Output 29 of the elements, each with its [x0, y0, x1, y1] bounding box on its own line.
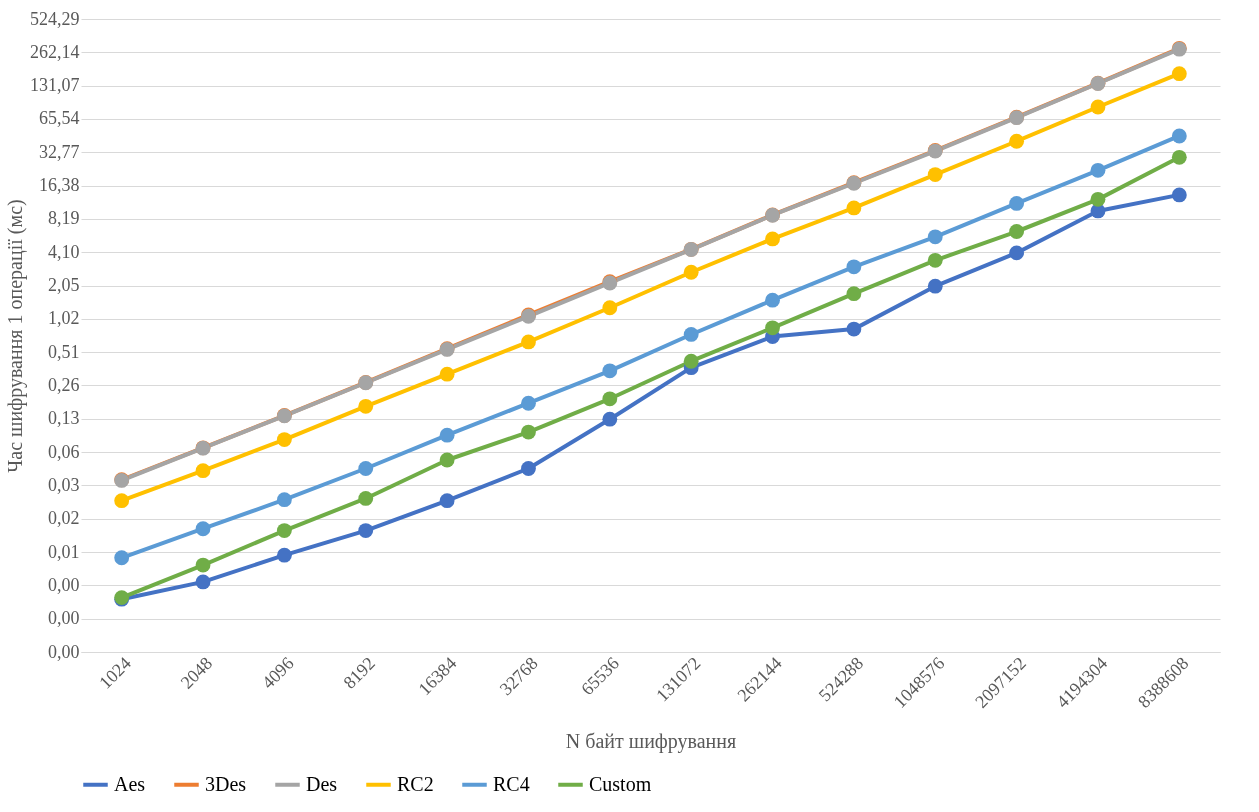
y-tick-label: 0,13 [48, 408, 80, 429]
y-tick-label: 0,00 [48, 641, 80, 662]
y-tick-label: 32,77 [39, 141, 80, 162]
y-tick-label: 4,10 [48, 241, 80, 262]
legend-label: RC2 [397, 772, 434, 795]
y-tick-label: 0,01 [48, 541, 80, 562]
legend-label: 3Des [205, 772, 247, 795]
y-axis-title: Час шифрування 1 операції (мс) [4, 199, 27, 473]
y-tick-label: 0,26 [48, 374, 80, 395]
y-tick-label: 262,14 [30, 41, 80, 62]
y-tick-label: 8,19 [48, 208, 80, 229]
legend-label: Des [306, 772, 338, 795]
y-tick-label: 16,38 [39, 175, 80, 196]
legend-label: Custom [589, 772, 652, 795]
x-axis-title: N байт шифрування [565, 729, 737, 753]
y-tick-label: 0,00 [48, 608, 80, 629]
y-tick-label: 0,02 [48, 508, 80, 529]
y-tick-label: 2,05 [48, 275, 80, 296]
y-tick-label: 0,00 [48, 574, 80, 595]
x-tick-label: 8192 [339, 653, 379, 693]
y-tick-label: 0,51 [48, 341, 80, 362]
y-tick-label: 1,02 [48, 308, 80, 329]
y-tick-label: 131,07 [30, 75, 80, 96]
y-tick-label: 0,03 [48, 474, 80, 495]
y-tick-label: 65,54 [39, 108, 80, 129]
legend-label: RC4 [493, 772, 530, 795]
y-tick-label: 0,06 [48, 441, 80, 462]
legend-label: Aes [114, 772, 146, 795]
y-tick-label: 524,29 [30, 8, 80, 29]
